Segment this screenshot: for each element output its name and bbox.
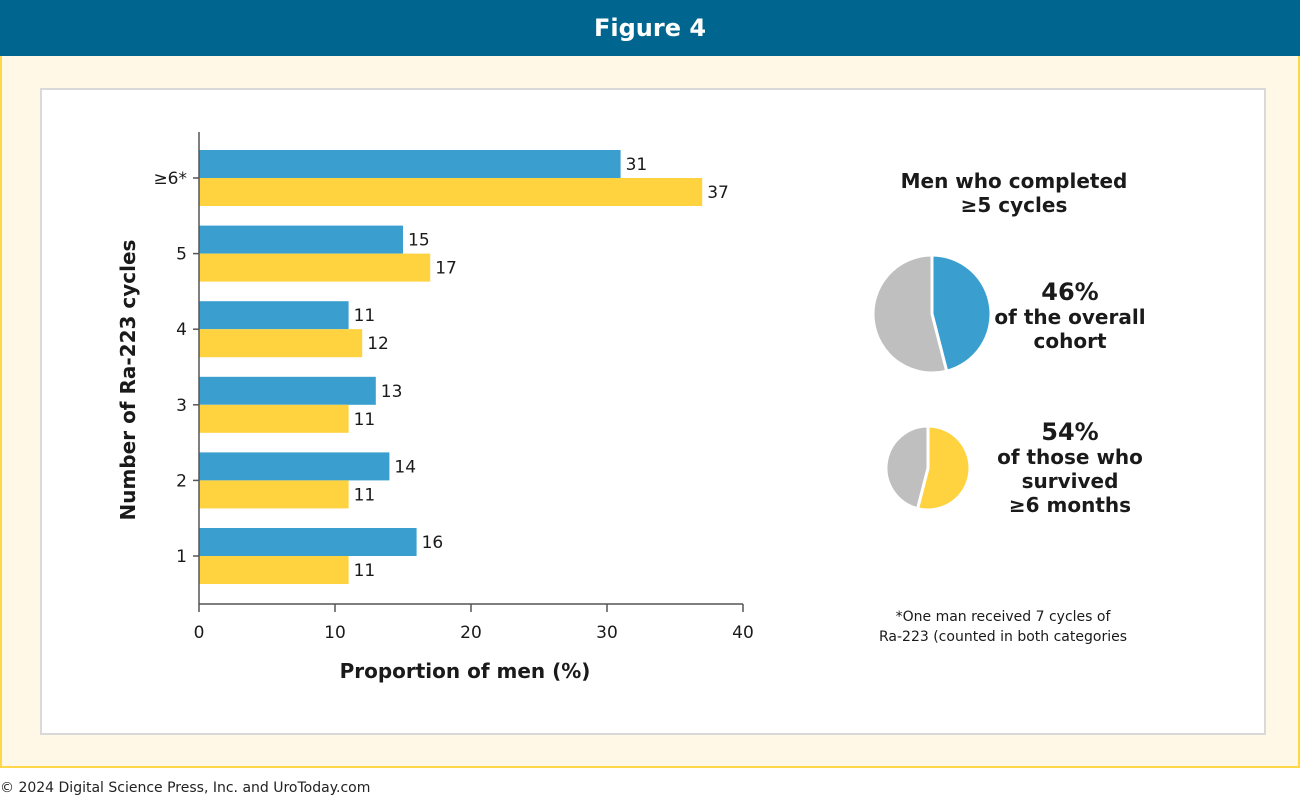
data-label: 14 <box>394 457 416 477</box>
data-label: 37 <box>707 183 729 203</box>
y-axis-label: Number of Ra-223 cycles <box>116 240 140 521</box>
footnote-line1: *One man received 7 cycles of <box>896 609 1112 625</box>
bar-blue-2 <box>199 452 390 481</box>
y-tick-label: 5 <box>176 245 187 265</box>
pie-slice-highlight <box>915 424 972 512</box>
figure-title: Figure 4 <box>593 14 707 42</box>
bar-blue-6 <box>199 150 621 178</box>
side-panel: Men who completed ≥5 cycles 46% of the o… <box>871 169 1146 645</box>
bar-yellow-4 <box>199 329 363 358</box>
data-label: 11 <box>354 561 376 581</box>
data-label: 11 <box>354 306 376 326</box>
bar-yellow-3 <box>199 404 349 433</box>
figure-header: Figure 4 <box>0 0 1300 56</box>
x-tick-label: 30 <box>596 623 618 643</box>
pie2-line3: ≥6 months <box>1009 493 1131 517</box>
pie-overall-cohort <box>871 253 993 375</box>
data-label: 12 <box>367 334 389 354</box>
x-tick-label: 20 <box>460 623 482 643</box>
pie-slice-rest <box>871 253 949 375</box>
x-tick-label: 40 <box>732 623 754 643</box>
pie1-line1: of the overall <box>994 305 1145 329</box>
side-title-line2: ≥5 cycles <box>961 193 1068 217</box>
bar-blue-1 <box>199 528 417 556</box>
y-tick-label: 2 <box>176 471 187 491</box>
bar-yellow-5 <box>199 253 431 282</box>
data-label: 15 <box>408 231 430 251</box>
data-label: 31 <box>626 155 648 175</box>
pie2-line2: survived <box>1022 469 1119 493</box>
bar-blue-4 <box>199 301 349 330</box>
data-label: 17 <box>435 259 457 279</box>
pie-slice-rest <box>884 424 930 511</box>
pie1-percent: 46% <box>1041 278 1098 306</box>
data-label: 13 <box>381 382 403 402</box>
pie2-percent: 54% <box>1041 418 1098 446</box>
bar-yellow-6 <box>199 178 703 206</box>
bar-blue-3 <box>199 376 376 405</box>
x-tick-label: 10 <box>324 623 346 643</box>
bar-yellow-1 <box>199 556 349 584</box>
y-tick-label: ≥6* <box>153 169 187 189</box>
data-label: 16 <box>422 533 444 553</box>
bar-yellow-2 <box>199 480 349 509</box>
pie-survived-6-months <box>884 424 972 512</box>
y-tick-label: 3 <box>176 396 187 416</box>
x-axis-label: Proportion of men (%) <box>340 659 591 683</box>
copyright-notice: © 2024 Digital Science Press, Inc. and U… <box>0 780 371 796</box>
pie1-line2: cohort <box>1034 329 1107 353</box>
bar-blue-5 <box>199 225 403 254</box>
pie2-line1: of those who <box>997 445 1143 469</box>
pie-slice-highlight <box>930 253 993 373</box>
data-label: 11 <box>354 485 376 505</box>
x-tick-label: 0 <box>194 623 205 643</box>
y-tick-label: 1 <box>176 547 187 567</box>
side-title-line1: Men who completed <box>901 169 1128 193</box>
footnote-line2: Ra-223 (counted in both categories <box>879 629 1127 645</box>
data-label: 11 <box>354 410 376 430</box>
y-tick-label: 4 <box>176 320 187 340</box>
